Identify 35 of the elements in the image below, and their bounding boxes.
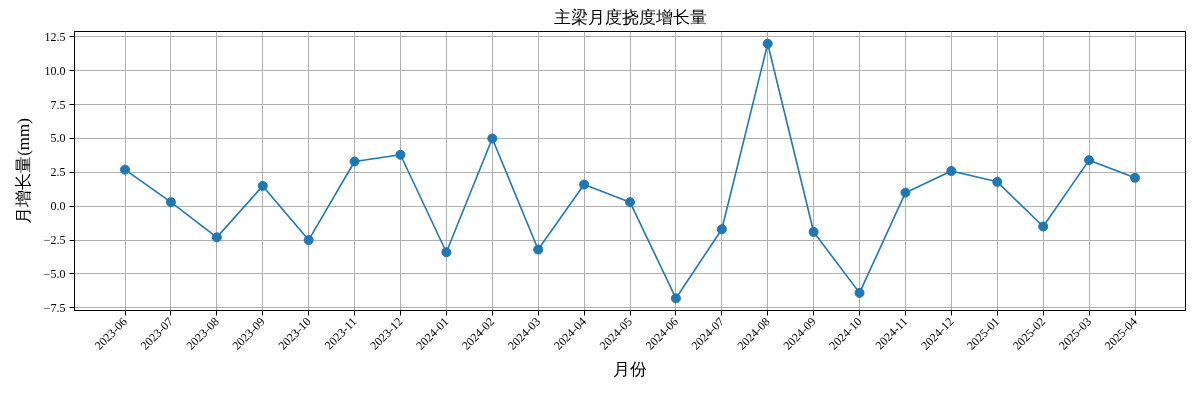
y-tick-label: 12.5 [44,29,66,44]
point [625,197,635,208]
point [992,176,1003,187]
point [303,235,314,246]
point [120,164,130,175]
y-tick-label: 5.0 [50,131,66,146]
point [487,133,498,144]
point [211,232,222,243]
y-tick-label: 2.5 [50,165,66,180]
point [670,293,681,304]
point [716,224,727,235]
point [579,179,590,190]
point [946,166,957,176]
y-tick-label: 0.0 [50,199,66,214]
point [854,287,865,298]
point [808,226,819,237]
y-tick-label: 10.0 [44,63,66,78]
y-axis-title: 月增长量(mm) [13,118,33,224]
point [1084,155,1095,166]
point [349,156,360,167]
point [257,180,268,191]
point [165,197,176,208]
x-axis-title: 月份 [613,360,647,380]
y-tick-label: −2.5 [43,233,66,248]
point [533,244,544,255]
y-tick-label: −7.5 [43,300,66,315]
point [762,38,773,49]
y-tick-label: −5.0 [43,266,66,281]
chart-title: 主梁月度挠度增长量 [553,7,707,27]
point [441,247,452,258]
point [1130,172,1140,183]
point [1038,221,1049,232]
y-tick-label: 7.5 [50,97,66,112]
point [395,149,406,160]
point [900,187,911,198]
